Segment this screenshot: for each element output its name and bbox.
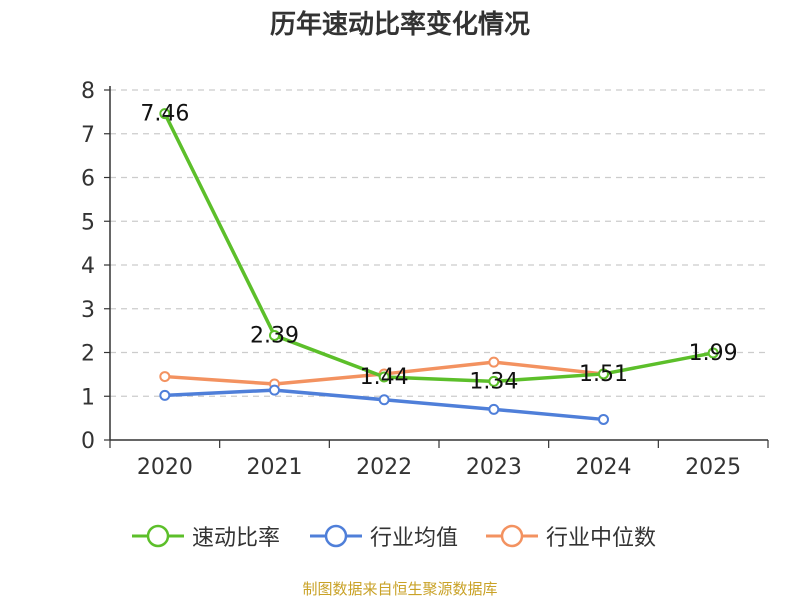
legend-item-1[interactable]: 行业均值 bbox=[310, 518, 458, 554]
series-point-2 bbox=[488, 356, 500, 368]
data-label: 1.99 bbox=[689, 341, 738, 366]
series-point-1 bbox=[269, 384, 280, 396]
legend-line-circle-icon bbox=[486, 524, 538, 548]
y-tick-label: 2 bbox=[81, 342, 95, 367]
y-tick-label: 3 bbox=[81, 298, 95, 323]
y-tick-label: 1 bbox=[81, 385, 95, 410]
series-point-0 bbox=[598, 368, 609, 380]
series-point-1 bbox=[488, 403, 500, 415]
series-point-2 bbox=[159, 371, 171, 383]
x-tick-label: 2020 bbox=[137, 455, 193, 480]
series-line-0 bbox=[163, 112, 714, 384]
series-point-1 bbox=[378, 394, 390, 406]
series-point-1 bbox=[598, 413, 609, 425]
x-tick-label: 2024 bbox=[576, 455, 632, 480]
x-tick-label: 2025 bbox=[685, 455, 741, 480]
legend-line-circle-icon bbox=[310, 524, 362, 548]
y-tick-label: 5 bbox=[81, 210, 95, 235]
series-point-0 bbox=[378, 371, 390, 383]
source-note: 制图数据来自恒生聚源数据库 bbox=[302, 580, 498, 598]
legend-item-2[interactable]: 行业中位数 bbox=[486, 518, 656, 554]
x-tick-label: 2022 bbox=[356, 455, 412, 480]
legend-label: 行业中位数 bbox=[546, 526, 657, 551]
legend-label: 行业均值 bbox=[370, 526, 459, 551]
legend-label: 速动比率 bbox=[192, 526, 281, 551]
legend-item-0[interactable]: 速动比率 bbox=[132, 518, 280, 554]
y-tick-label: 7 bbox=[81, 123, 95, 148]
legend-line-circle-icon bbox=[132, 524, 184, 548]
y-tick-label: 4 bbox=[81, 254, 95, 279]
data-label: 1.34 bbox=[469, 369, 518, 394]
data-label: 7.46 bbox=[140, 102, 189, 127]
series-point-1 bbox=[159, 389, 171, 401]
series-point-0 bbox=[269, 329, 280, 341]
data-label: 2.39 bbox=[250, 323, 299, 348]
data-label: 1.51 bbox=[579, 362, 628, 387]
x-tick-label: 2021 bbox=[247, 455, 303, 480]
y-tick-label: 0 bbox=[81, 429, 95, 454]
x-tick-label: 2023 bbox=[466, 455, 522, 480]
y-tick-label: 8 bbox=[81, 79, 95, 104]
series-point-0 bbox=[159, 108, 171, 120]
y-tick-label: 6 bbox=[81, 167, 95, 192]
series-point-0 bbox=[707, 347, 719, 359]
data-label: 1.44 bbox=[360, 365, 409, 390]
series-point-0 bbox=[488, 375, 500, 387]
chart-legend: 速动比率 行业均值 行业中位数 bbox=[0, 518, 800, 554]
chart-title: 历年速动比率变化情况 bbox=[269, 10, 530, 40]
